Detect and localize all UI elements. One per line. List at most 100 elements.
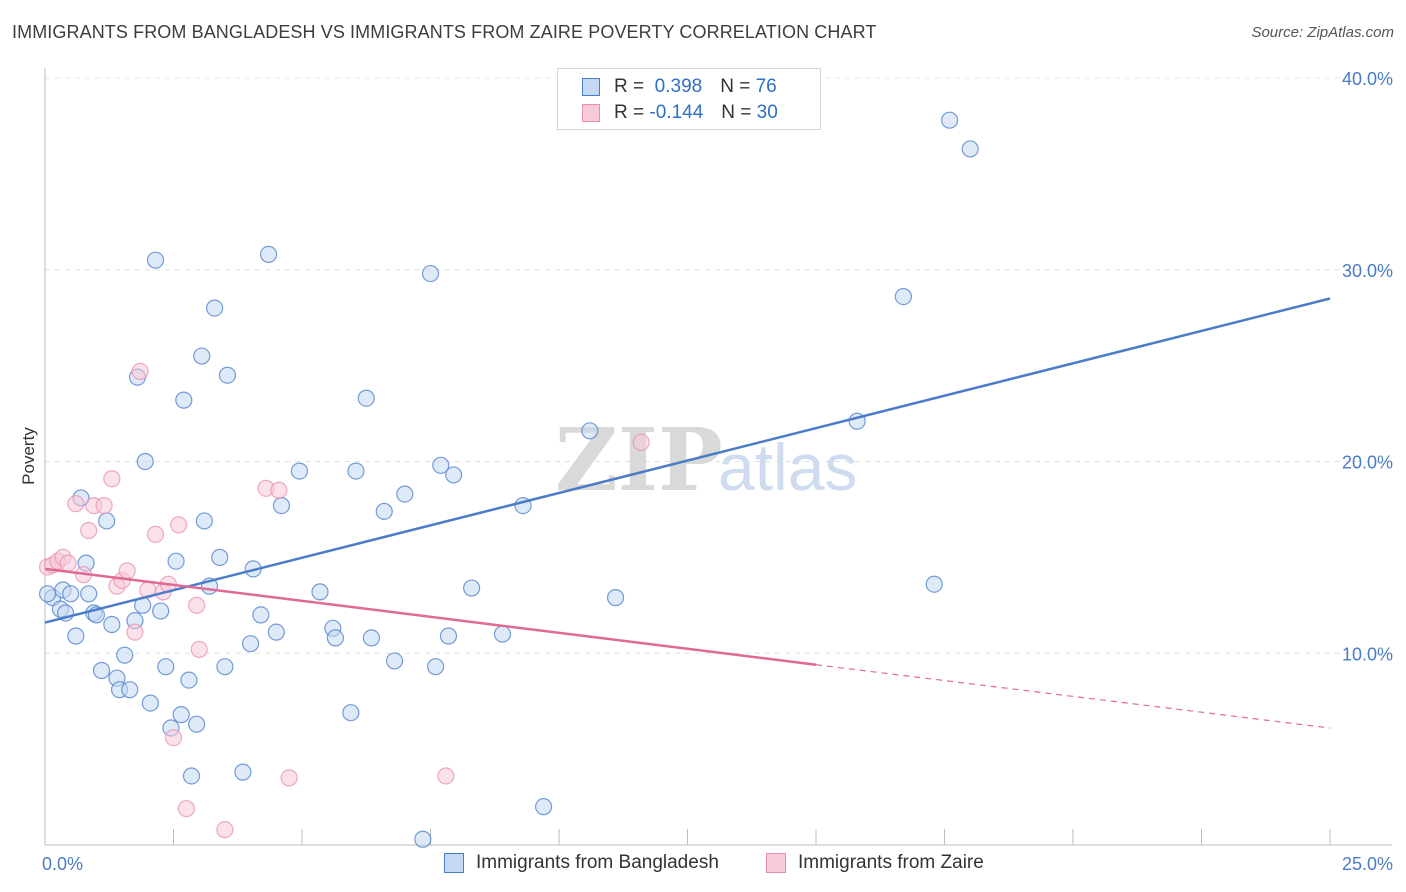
tick-labels: 10.0% 20.0% 30.0% 40.0% 0.0% 25.0%	[42, 69, 1393, 874]
point-bangladesh	[152, 602, 170, 620]
point-bangladesh	[357, 389, 375, 407]
point-bangladesh	[234, 763, 252, 781]
point-bangladesh	[136, 452, 154, 471]
point-bangladesh	[216, 658, 234, 676]
point-bangladesh	[941, 111, 959, 129]
point-bangladesh	[62, 585, 80, 603]
point-bangladesh	[92, 661, 111, 680]
point-bangladesh	[493, 625, 512, 643]
point-bangladesh	[188, 715, 206, 733]
y-axis-label: Poverty	[19, 427, 38, 485]
trendline-zaire	[44, 567, 817, 666]
point-zaire	[632, 433, 650, 451]
point-bangladesh	[211, 548, 229, 566]
point-bangladesh	[259, 245, 278, 264]
legend-n-label: N =	[720, 76, 751, 97]
point-bangladesh	[193, 347, 211, 365]
point-zaire	[146, 525, 165, 543]
legend-swatch-pink	[582, 104, 600, 122]
legend-r-label: R =	[614, 102, 645, 123]
y-tick-label: 40.0%	[1342, 69, 1393, 89]
point-bangladesh	[414, 830, 432, 848]
point-bangladesh	[182, 767, 201, 785]
legend-swatch-blue	[582, 78, 600, 96]
point-bangladesh	[894, 287, 912, 306]
bottom-legend-label: Immigrants from Bangladesh	[476, 852, 719, 873]
bottom-legend-swatch-blue	[444, 853, 464, 873]
point-bangladesh	[116, 646, 134, 664]
point-bangladesh	[157, 658, 175, 676]
point-bangladesh	[175, 391, 193, 409]
x-tick-label: 0.0%	[42, 854, 83, 874]
point-bangladesh	[146, 251, 165, 269]
point-bangladesh	[38, 585, 57, 603]
point-bangladesh	[375, 502, 393, 520]
point-zaire	[164, 729, 183, 747]
point-bangladesh	[326, 629, 345, 647]
point-bangladesh	[272, 497, 291, 515]
trend-lines	[44, 297, 1331, 729]
point-bangladesh	[445, 466, 463, 484]
point-zaire	[188, 596, 206, 614]
point-bangladesh	[925, 575, 943, 593]
point-bangladesh	[421, 264, 440, 283]
bottom-legend-swatch-pink	[766, 853, 786, 873]
point-bangladesh	[385, 652, 404, 670]
chart-title: IMMIGRANTS FROM BANGLADESH VS IMMIGRANTS…	[12, 22, 877, 42]
point-bangladesh	[206, 299, 224, 317]
point-bangladesh	[534, 798, 553, 816]
point-bangladesh	[427, 658, 445, 676]
point-bangladesh	[267, 623, 285, 641]
data-points	[38, 111, 979, 848]
point-zaire	[177, 799, 195, 818]
point-bangladesh	[98, 512, 116, 530]
point-bangladesh	[342, 704, 360, 722]
point-bangladesh	[311, 583, 329, 601]
point-zaire	[103, 470, 121, 488]
legend-r-value: 0.398	[654, 76, 703, 97]
point-bangladesh	[180, 671, 198, 689]
legend-n-label: N =	[721, 102, 752, 123]
bottom-legend-bangladesh: Immigrants from Bangladesh	[444, 852, 719, 874]
point-bangladesh	[606, 589, 625, 607]
legend-r-value: -0.144	[649, 102, 704, 123]
point-zaire	[126, 623, 144, 641]
point-bangladesh	[195, 512, 213, 530]
point-zaire	[95, 497, 113, 515]
point-zaire	[190, 640, 208, 659]
point-bangladesh	[396, 485, 414, 503]
point-bangladesh	[961, 140, 979, 158]
point-zaire	[80, 521, 98, 540]
point-bangladesh	[167, 552, 185, 570]
point-bangladesh	[67, 627, 85, 645]
point-zaire	[59, 554, 77, 572]
point-zaire	[280, 769, 298, 787]
point-zaire	[216, 821, 234, 839]
watermark-zip: ZIP	[555, 410, 723, 511]
point-zaire	[67, 495, 85, 513]
point-bangladesh	[290, 462, 309, 480]
point-bangladesh	[141, 694, 159, 712]
legend-row-zaire: R = -0.144 N = 30	[582, 100, 778, 126]
bottom-legend-label: Immigrants from Zaire	[798, 852, 984, 873]
y-tick-label: 30.0%	[1342, 261, 1393, 281]
point-zaire	[118, 562, 136, 580]
point-bangladesh	[218, 366, 237, 384]
point-zaire	[131, 362, 149, 380]
point-bangladesh	[439, 627, 458, 645]
chart-source: Source: ZipAtlas.com	[1251, 24, 1394, 41]
point-bangladesh	[432, 456, 450, 474]
point-zaire	[437, 767, 455, 785]
y-tick-label: 20.0%	[1342, 453, 1393, 473]
y-tick-label: 10.0%	[1342, 644, 1393, 664]
point-bangladesh	[242, 635, 260, 653]
point-bangladesh	[252, 606, 270, 624]
point-bangladesh	[362, 629, 380, 647]
point-zaire	[170, 516, 188, 534]
legend-n-value: 30	[756, 102, 778, 123]
point-bangladesh	[172, 706, 190, 724]
point-bangladesh	[581, 422, 599, 440]
bottom-legend: Immigrants from Bangladesh Immigrants fr…	[0, 850, 1406, 878]
point-bangladesh	[347, 462, 365, 480]
